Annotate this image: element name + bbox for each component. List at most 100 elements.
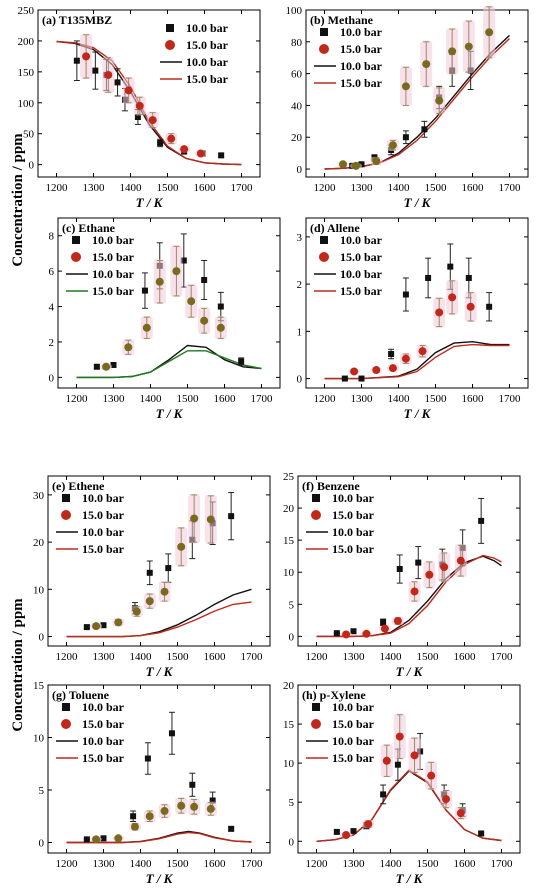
- marker-square: [165, 565, 172, 572]
- data-point: [122, 77, 135, 104]
- data-point: [83, 624, 90, 631]
- data-point: [478, 830, 485, 837]
- y-tick-label: 1: [297, 326, 303, 338]
- data-point: [360, 629, 373, 638]
- marker-square: [110, 361, 117, 368]
- data-point: [402, 277, 409, 312]
- data-point: [122, 339, 135, 356]
- legend-label: 10.0 bar: [340, 267, 383, 281]
- data-point: [114, 68, 121, 97]
- panel-title: (e) Ethene: [52, 479, 105, 493]
- marker-circle: [435, 96, 444, 105]
- legend-label: 10.0 bar: [82, 491, 125, 505]
- legend-label: 10.0 bar: [186, 21, 229, 35]
- marker-circle: [362, 629, 371, 638]
- y-tick-label: 0: [297, 374, 303, 386]
- marker-square: [168, 730, 175, 737]
- data-point: [93, 363, 100, 370]
- x-tick-label: 1400: [388, 393, 411, 405]
- data-point: [358, 375, 365, 382]
- x-tick-label: 1400: [388, 182, 411, 194]
- y-tick-label: 0: [289, 631, 295, 643]
- x-tick-label: 1700: [241, 651, 264, 663]
- marker-circle: [342, 831, 351, 840]
- data-point: [214, 316, 227, 340]
- data-point: [386, 139, 399, 151]
- marker-circle: [422, 60, 431, 69]
- x-tick-label: 1700: [231, 182, 254, 194]
- x-tick-label: 1600: [462, 393, 485, 405]
- marker-circle: [456, 809, 465, 818]
- marker-square: [238, 358, 245, 365]
- data-point: [454, 806, 467, 820]
- data-point: [446, 28, 459, 75]
- data-point: [73, 40, 80, 82]
- marker-circle: [466, 302, 475, 311]
- y-tick-label: 10: [283, 567, 295, 579]
- legend-marker-circle: [61, 719, 71, 729]
- x-tick-label: 1500: [177, 393, 200, 405]
- data-point: [90, 835, 103, 844]
- x-tick-label: 1400: [130, 651, 153, 663]
- marker-square: [228, 513, 235, 520]
- x-tick-label: 1200: [306, 651, 329, 663]
- marker-square: [114, 79, 121, 86]
- plot-frame: [37, 9, 261, 178]
- plot-frame: [297, 475, 521, 647]
- y-tick-label: 15: [283, 719, 295, 731]
- marker-circle: [92, 835, 101, 844]
- x-tick-label: 1500: [425, 182, 448, 194]
- marker-circle: [124, 86, 133, 95]
- legend-label: 10.0 bar: [340, 233, 383, 247]
- marker-circle: [380, 624, 389, 633]
- y-tick-label: 30: [33, 490, 45, 502]
- marker-square: [218, 152, 225, 159]
- data-point: [133, 96, 146, 116]
- marker-circle: [410, 587, 419, 596]
- data-point: [380, 784, 387, 805]
- marker-circle: [145, 812, 154, 821]
- legend-marker-square: [312, 494, 320, 502]
- x-tick-label: 1500: [157, 182, 180, 194]
- data-point: [370, 366, 383, 375]
- marker-circle: [200, 316, 209, 325]
- y-tick-label: 0: [49, 372, 55, 384]
- marker-circle: [339, 160, 347, 169]
- marker-circle: [364, 820, 373, 829]
- marker-square: [402, 134, 409, 141]
- marker-square: [146, 569, 153, 576]
- x-tick-label: 1400: [380, 858, 403, 870]
- x-tick-label: 1500: [167, 858, 190, 870]
- marker-circle: [206, 804, 215, 813]
- legend-marker-circle: [319, 252, 329, 262]
- data-point: [185, 284, 198, 319]
- data-point: [340, 831, 353, 840]
- marker-circle: [382, 756, 391, 765]
- marker-square: [144, 755, 151, 762]
- data-point: [396, 554, 403, 584]
- y-tick-label: 0: [39, 632, 45, 644]
- marker-circle: [104, 70, 113, 79]
- marker-circle: [124, 343, 133, 352]
- legend-label: 10.0 bar: [82, 700, 125, 714]
- data-point: [370, 156, 383, 166]
- legend: 10.0 bar 15.0 bar 10.0 bar 15.0 bar: [306, 700, 375, 765]
- series-line-black: [316, 770, 502, 842]
- legend-label: 15.0 bar: [82, 542, 125, 556]
- data-point: [198, 307, 211, 335]
- legend-marker-square: [62, 494, 70, 502]
- marker-circle: [435, 308, 444, 317]
- y-tick-label: 5: [289, 599, 295, 611]
- data-point: [386, 364, 399, 373]
- legend-label: 15.0 bar: [82, 717, 125, 731]
- legend-marker-circle: [165, 40, 175, 50]
- x-tick-label: 1300: [351, 182, 374, 194]
- x-tick-label: 1400: [120, 182, 143, 194]
- data-point: [188, 493, 201, 544]
- marker-circle: [148, 116, 157, 125]
- x-tick-label: 1600: [204, 858, 227, 870]
- data-point: [178, 145, 191, 154]
- marker-circle: [388, 364, 397, 373]
- marker-square: [130, 813, 137, 820]
- data-point: [362, 819, 375, 829]
